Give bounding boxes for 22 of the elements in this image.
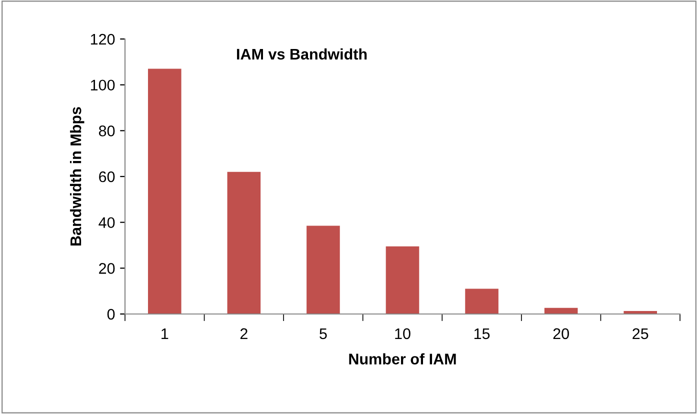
x-tick-label: 25 [632,328,648,340]
bar [465,288,498,314]
y-tick-label: 120 [90,34,115,45]
y-tick-label: 0 [107,308,115,320]
bar [227,172,261,314]
x-tick-label: 20 [553,328,569,340]
bar [386,246,420,314]
y-tick-label: 20 [99,263,115,274]
x-tick-label: 10 [395,328,410,340]
x-tick-label: 1 [162,328,168,339]
chart-title: IAM vs Bandwidth [237,48,367,60]
y-tick-label: 40 [98,217,115,228]
y-tick-label: 80 [98,126,115,136]
y-tick-label: 100 [90,80,115,91]
bar [148,68,182,314]
bar [306,226,340,314]
y-tick-label: 60 [99,171,115,182]
x-tick-label: 2 [240,328,248,339]
x-axis-title: Number of IAM [349,353,456,364]
x-tick-label: 15 [474,328,490,340]
y-axis-title: Bandwidth in Mbps [70,107,84,246]
x-tick-label: 5 [320,328,327,340]
